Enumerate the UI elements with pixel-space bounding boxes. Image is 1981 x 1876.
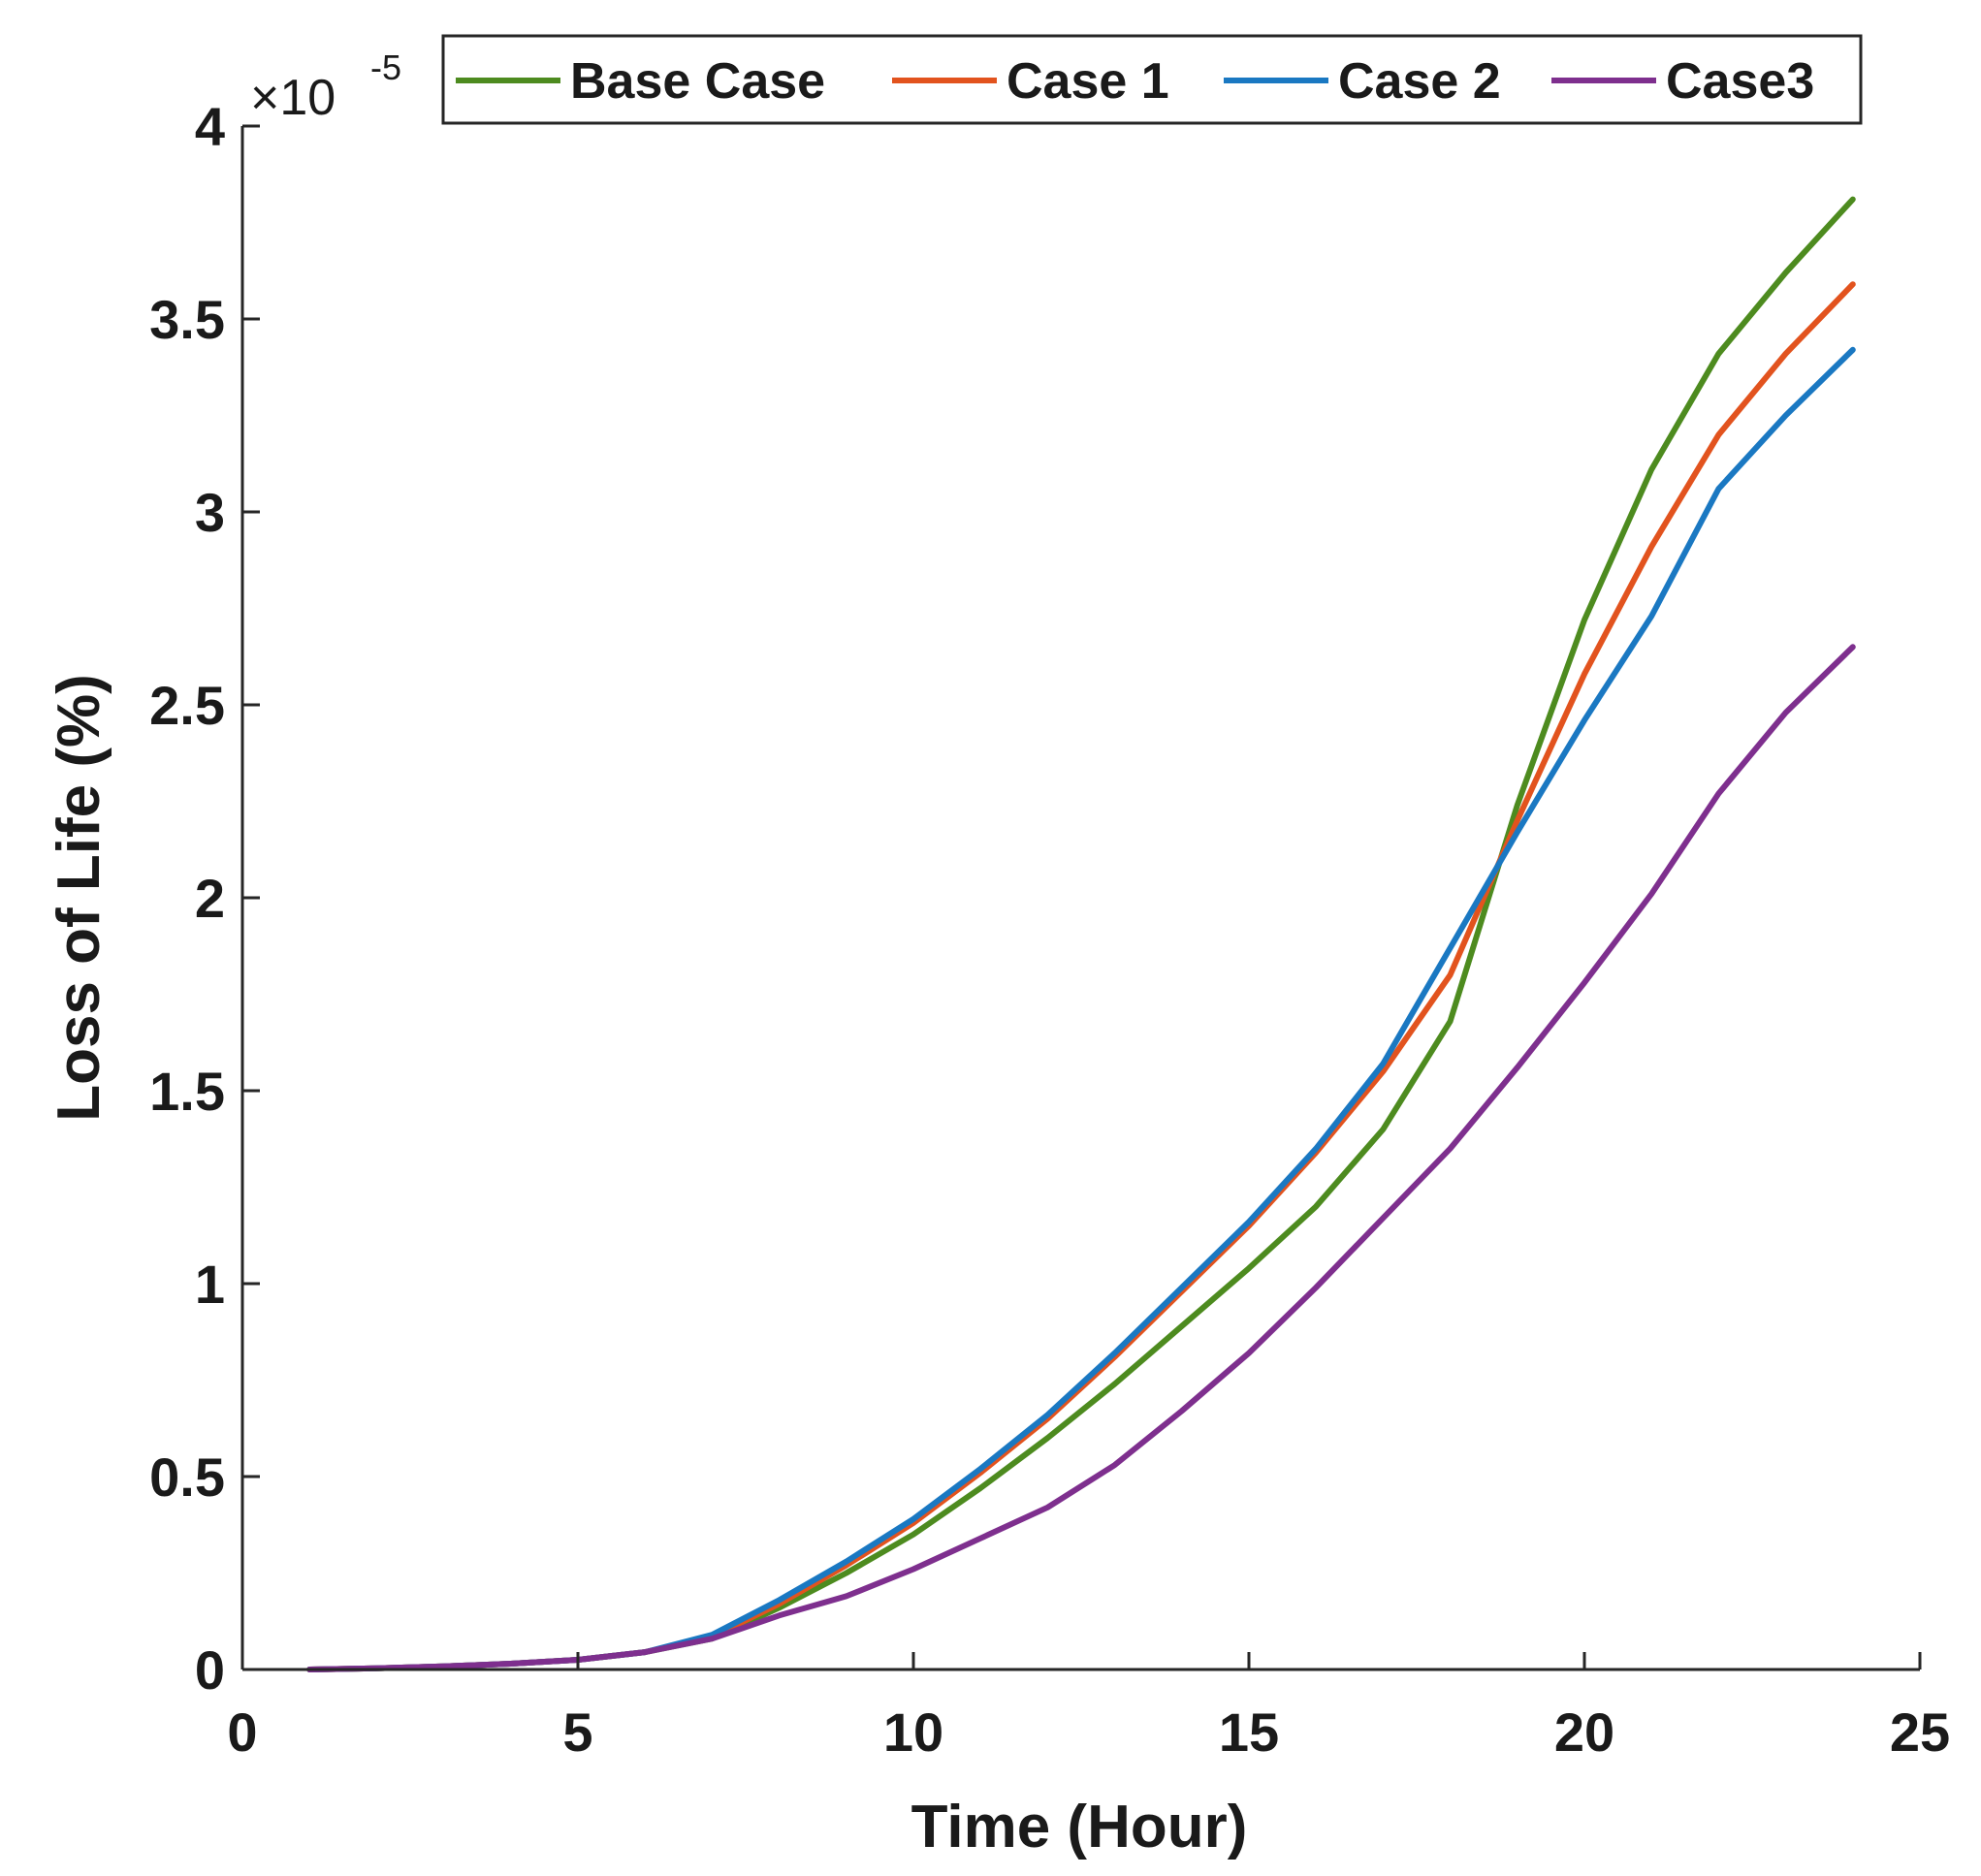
series-line-case3 (306, 644, 1856, 1672)
x-tick-label: 5 (562, 1701, 592, 1763)
legend-entry: Base Case (456, 53, 825, 110)
y-ticks: 0 0.5 1 1.5 2 2.5 3 3.5 4 (149, 96, 260, 1701)
x-axis-label: Time (Hour) (911, 1794, 1248, 1860)
series-layer (306, 196, 1856, 1672)
legend-entry: Case3 (1551, 53, 1814, 110)
x-tick-label: 15 (1219, 1701, 1279, 1763)
y-tick-label: 2.5 (149, 675, 225, 736)
legend-entries: Base Case Case 1 Case 2 Case3 (456, 53, 1814, 110)
x-tick-label: 10 (883, 1701, 943, 1763)
y-tick-label: 0.5 (149, 1447, 225, 1508)
y-tick-label: 3 (195, 482, 225, 543)
legend-label: Case3 (1666, 53, 1814, 110)
y-tick-label: 3.5 (149, 289, 225, 350)
x-tick-label: 0 (227, 1701, 257, 1763)
y-exponent-base: ×10 (250, 70, 335, 126)
y-tick-label: 0 (195, 1639, 225, 1701)
legend-entry: Case 2 (1224, 53, 1501, 110)
legend-label: Case 2 (1338, 53, 1501, 110)
legend-entry: Case 1 (892, 53, 1169, 110)
legend: Base Case Case 1 Case 2 Case3 (441, 34, 1863, 125)
legend-label: Base Case (570, 53, 825, 110)
y-tick-label: 4 (195, 96, 225, 157)
x-tick-label: 25 (1890, 1701, 1950, 1763)
y-exponent-power: -5 (370, 48, 401, 87)
x-tick-label: 20 (1554, 1701, 1614, 1763)
y-exponent-label: ×10 -5 (250, 48, 401, 126)
x-ticks: 0 5 10 15 20 25 (227, 1652, 1950, 1763)
y-tick-label: 1.5 (149, 1061, 225, 1122)
legend-label: Case 1 (1006, 53, 1169, 110)
y-axis-label: Loss of Life (%) (46, 674, 112, 1122)
y-tick-label: 2 (195, 868, 225, 929)
y-tick-label: 1 (195, 1254, 225, 1315)
